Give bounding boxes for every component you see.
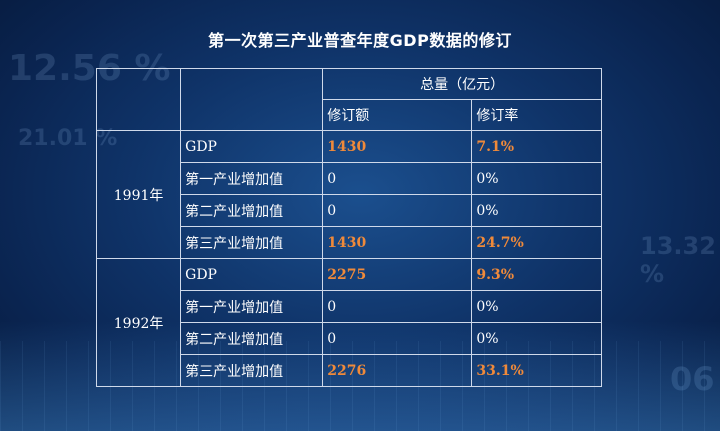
table-row: 第三产业增加值 1430 24.7% [97, 226, 602, 259]
rate-cell: 24.7% [471, 226, 602, 259]
rate-cell: 0% [471, 194, 602, 227]
header-empty-cell [95, 68, 182, 131]
gdp-revision-table: 总量（亿元） 修订额 修订率 1991年 GDP 1430 7.1% 第一产业增… [95, 68, 602, 387]
table-row: 1991年 GDP 1430 7.1% [95, 130, 602, 259]
amount-cell: 2275 [322, 258, 473, 291]
amount-cell: 1430 [322, 226, 473, 259]
table-row: 第二产业增加值 0 0% [97, 322, 602, 355]
indicator-cell: 第一产业增加值 [180, 290, 324, 323]
rate-cell: 7.1% [471, 130, 602, 163]
rate-cell: 33.1% [471, 354, 602, 387]
indicator-cell: 第三产业增加值 [180, 354, 324, 387]
year-cell: 1991年 [95, 130, 182, 259]
indicator-cell: 第二产业增加值 [180, 322, 324, 355]
amount-cell: 0 [322, 290, 473, 323]
indicator-cell: GDP [180, 130, 324, 163]
amount-cell: 1430 [322, 130, 473, 163]
table-row: 第一产业增加值 0 0% [97, 162, 602, 195]
amount-cell: 0 [322, 162, 473, 195]
amount-cell: 0 [322, 194, 473, 227]
indicator-cell: 第三产业增加值 [180, 226, 324, 259]
rate-cell: 0% [471, 322, 602, 355]
header-group-total: 总量（亿元） [322, 68, 602, 100]
table-row: 1992年 GDP 2275 9.3% [95, 258, 602, 387]
table-title: 第一次第三产业普查年度GDP数据的修订 [208, 31, 512, 50]
table-row: 第一产业增加值 0 0% [97, 290, 602, 323]
indicator-cell: 第一产业增加值 [180, 162, 324, 195]
table-row: 第三产业增加值 2276 33.1% [97, 354, 602, 387]
amount-cell: 0 [322, 322, 473, 355]
header-revision-amount: 修订额 [322, 99, 473, 131]
rate-cell: 0% [471, 290, 602, 323]
indicator-cell: GDP [180, 258, 324, 291]
header-empty-cell [180, 68, 324, 131]
table-header-row: 总量（亿元） [95, 68, 602, 131]
background-number-decor: 13.32 % [640, 232, 716, 288]
amount-cell: 2276 [322, 354, 473, 387]
header-revision-rate: 修订率 [471, 99, 602, 131]
year-cell: 1992年 [95, 258, 182, 387]
background-number-decor: 06 [670, 360, 715, 398]
rate-cell: 9.3% [471, 258, 602, 291]
indicator-cell: 第二产业增加值 [180, 194, 324, 227]
rate-cell: 0% [471, 162, 602, 195]
